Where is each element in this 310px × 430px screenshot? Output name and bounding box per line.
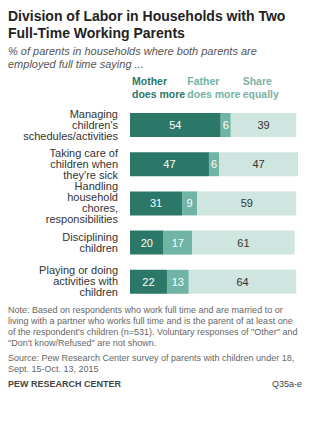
svg-text:Taking care ofchildren whenthe: Taking care ofchildren whenthey're sick <box>50 147 119 181</box>
html-text:% of parents in households whe: % of parents in households where both pa… <box>8 45 257 70</box>
svg-text:22: 22 <box>142 276 154 288</box>
html-text:Source: Pew Research Center su: Source: Pew Research Center survey of pa… <box>8 353 295 374</box>
svg-text:59: 59 <box>241 197 253 209</box>
svg-text:6: 6 <box>223 119 229 131</box>
html-text:Q35a-e: Q35a-e <box>272 379 302 389</box>
svg-text:20: 20 <box>141 237 153 249</box>
svg-text:Handlinghouseholdchores,respon: Handlinghouseholdchores,responsibilities <box>46 180 119 225</box>
svg-text:64: 64 <box>236 276 248 288</box>
svg-text:Playing or doingactivities wit: Playing or doingactivities withchildren <box>39 264 118 298</box>
svg-text:13: 13 <box>172 276 184 288</box>
svg-text:47: 47 <box>252 158 264 170</box>
svg-text:17: 17 <box>172 237 184 249</box>
svg-text:31: 31 <box>150 197 162 209</box>
svg-text:Managingchildren'sschedules/ac: Managingchildren'sschedules/activities <box>23 108 118 142</box>
svg-text:61: 61 <box>237 237 249 249</box>
svg-text:47: 47 <box>163 158 175 170</box>
html-text:PEW RESEARCH CENTER: PEW RESEARCH CENTER <box>8 379 121 389</box>
svg-text:54: 54 <box>169 119 181 131</box>
html-text:Mother does more: Mother does more <box>132 75 186 100</box>
svg-text:Discipliningchildren: Discipliningchildren <box>62 231 118 254</box>
svg-text:39: 39 <box>257 119 269 131</box>
html-text:Share equally: Share equally <box>242 75 279 100</box>
svg-text:9: 9 <box>187 197 193 209</box>
html-text:Division of Labor in Household: Division of Labor in Households with Two… <box>8 8 286 41</box>
svg-text:6: 6 <box>211 158 217 170</box>
html-text:Father does more: Father does more <box>187 75 241 100</box>
html-text:Note: Based on respondents who: Note: Based on respondents who work full… <box>8 305 298 348</box>
